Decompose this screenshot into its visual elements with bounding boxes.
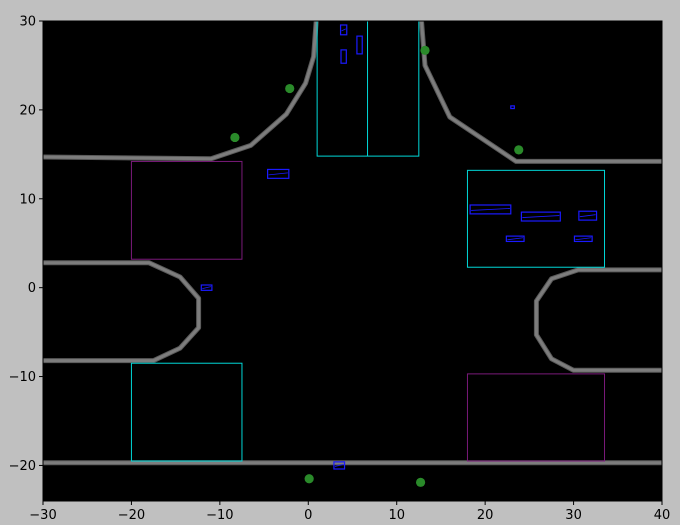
plot-content [43, 21, 662, 487]
vehicle-box-7 [578, 210, 598, 221]
x-tick-label: 40 [654, 508, 671, 523]
vehicle-box-5 [469, 204, 512, 215]
axis-ticks: −30 −20 −10 0 10 20 30 40 −20 −10 0 10 20 30 [9, 15, 671, 524]
x-tick-label: −30 [29, 508, 56, 523]
vehicle-heading-9 [575, 237, 592, 241]
pedestrian-point-5 [304, 474, 314, 484]
vehicle-heading-4 [268, 172, 288, 176]
y-tick-label: 20 [19, 103, 36, 118]
x-tick-label: 10 [388, 508, 405, 523]
pedestrian-point-1 [420, 45, 430, 55]
pedestrian-point-4 [514, 145, 524, 155]
vehicle-heading-10 [202, 286, 211, 290]
vehicle-box-10 [200, 284, 213, 291]
purple-zone-southeast [466, 373, 606, 462]
y-tick-label: −20 [9, 459, 36, 474]
vehicle-box-2 [340, 49, 347, 64]
cyan-zone-east [466, 169, 606, 268]
vehicle-heading-8 [507, 237, 524, 241]
vehicle-box-6 [520, 211, 561, 222]
axes-frame [42, 20, 663, 502]
x-tick-label: 0 [304, 508, 312, 523]
vehicle-heading-5 [471, 208, 510, 211]
road-edge-north-west-edge [43, 21, 318, 161]
x-tick-label: −20 [118, 508, 145, 523]
vehicle-heading-6 [522, 215, 560, 218]
vehicle-box-8 [505, 235, 525, 243]
vehicle-box-11 [333, 461, 346, 470]
cyan-zone-southwest [130, 362, 243, 462]
x-tick-label: 20 [477, 508, 494, 523]
vehicle-box-12 [510, 105, 515, 110]
y-tick-label: −10 [9, 370, 36, 385]
pedestrian-point-6 [415, 477, 426, 487]
road-edge-west-mid-edge [43, 261, 201, 363]
vehicle-box-4 [267, 168, 290, 179]
vehicle-heading-1 [341, 28, 346, 32]
purple-zone-northwest [130, 160, 243, 260]
vehicle-box-1 [339, 24, 348, 36]
vehicle-box-9 [573, 235, 593, 243]
pedestrian-point-2 [285, 83, 295, 94]
vehicle-box-3 [356, 35, 363, 55]
vehicle-heading-11 [334, 464, 344, 467]
vehicle-heading-7 [579, 214, 596, 218]
y-tick-label: 10 [19, 192, 36, 207]
y-tick-label: 0 [28, 281, 36, 296]
pedestrian-point-3 [230, 132, 240, 143]
y-tick-label: 30 [19, 15, 36, 30]
x-tick-label: 30 [565, 508, 582, 523]
x-tick-label: −10 [206, 508, 233, 523]
plot-clip-group [43, 21, 662, 487]
road-edge-east-mid-edge [534, 268, 662, 372]
